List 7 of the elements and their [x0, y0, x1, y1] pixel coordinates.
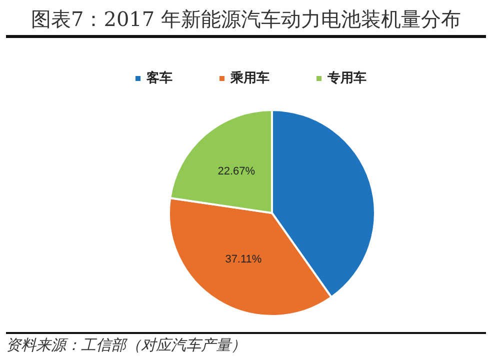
- text: 资料来源：工信部（对应汽车产量）: [6, 332, 486, 355]
- data-label: 22.67%: [218, 166, 256, 178]
- data-label: 37.11%: [225, 253, 262, 266]
- legend-label: 专用车: [326, 70, 366, 86]
- chart-title: 图表7：2017 年新能源汽车动力电池装机量分布: [6, 6, 486, 38]
- legend-label: 客车: [146, 70, 172, 86]
- legend-label: 乘用车: [230, 70, 270, 86]
